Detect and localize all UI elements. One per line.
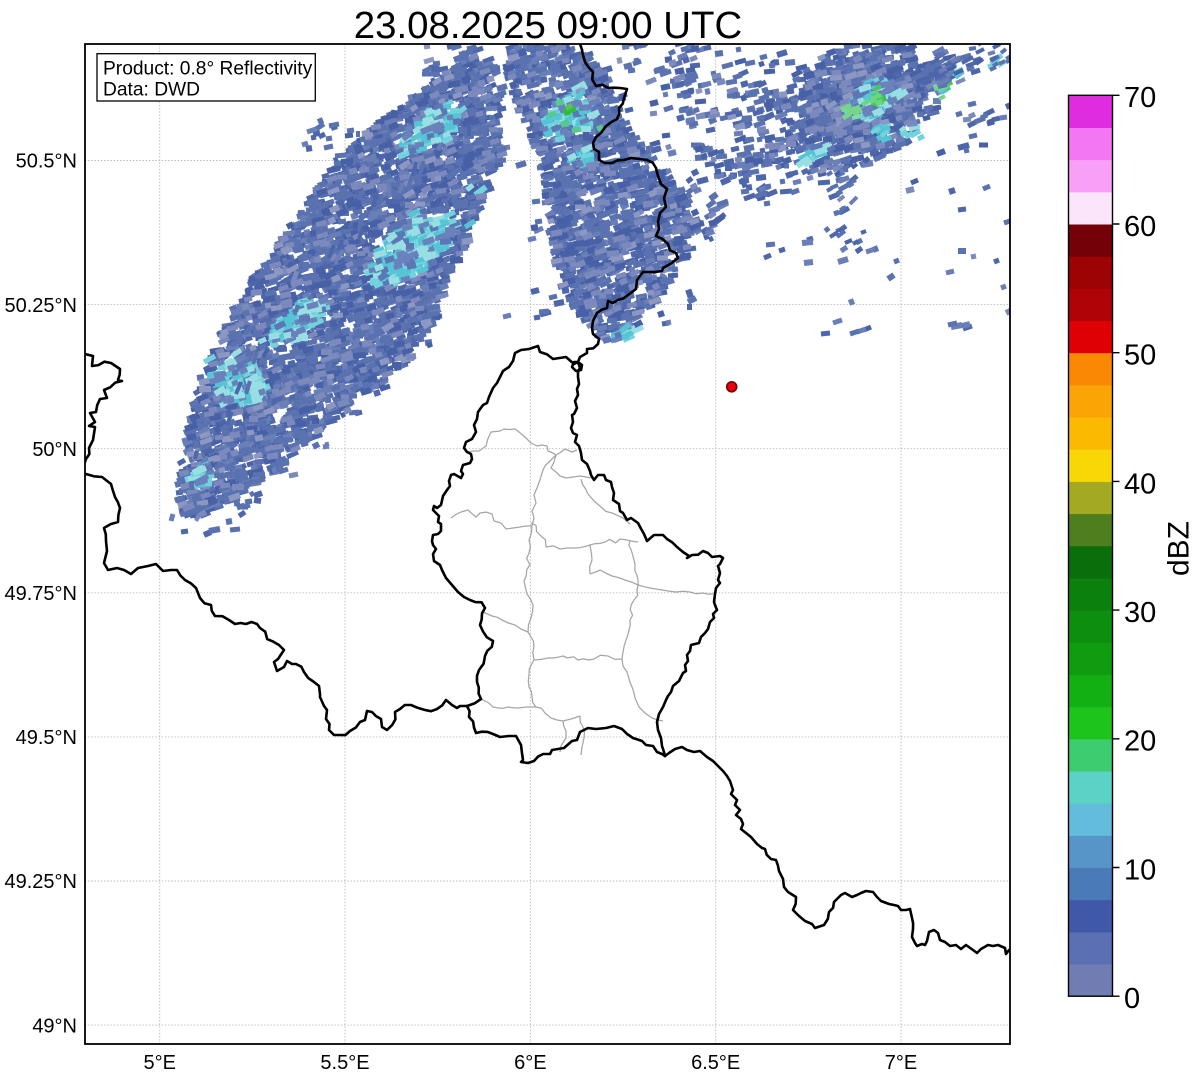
svg-text:Data: DWD: Data: DWD bbox=[103, 80, 200, 101]
svg-text:49°N: 49°N bbox=[32, 1015, 77, 1037]
svg-text:40: 40 bbox=[1124, 468, 1156, 500]
svg-text:49.75°N: 49.75°N bbox=[5, 583, 78, 605]
svg-text:49.5°N: 49.5°N bbox=[16, 727, 77, 749]
svg-text:6°E: 6°E bbox=[514, 1052, 546, 1074]
svg-text:23.08.2025 09:00 UTC: 23.08.2025 09:00 UTC bbox=[354, 4, 742, 47]
svg-text:50°N: 50°N bbox=[32, 439, 77, 461]
svg-text:30: 30 bbox=[1124, 597, 1156, 629]
svg-text:50.25°N: 50.25°N bbox=[5, 295, 78, 317]
svg-text:5°E: 5°E bbox=[143, 1052, 175, 1074]
svg-text:60: 60 bbox=[1124, 211, 1156, 243]
svg-text:dBZ: dBZ bbox=[1163, 521, 1196, 576]
svg-text:7°E: 7°E bbox=[885, 1052, 917, 1074]
svg-text:20: 20 bbox=[1124, 726, 1156, 758]
svg-text:10: 10 bbox=[1124, 854, 1156, 886]
svg-text:5.5°E: 5.5°E bbox=[320, 1052, 369, 1074]
svg-text:Product: 0.8° Reflectivity: Product: 0.8° Reflectivity bbox=[103, 59, 313, 80]
svg-text:0: 0 bbox=[1124, 983, 1140, 1015]
svg-text:50: 50 bbox=[1124, 340, 1156, 372]
svg-text:70: 70 bbox=[1124, 82, 1156, 114]
svg-text:50.5°N: 50.5°N bbox=[16, 151, 77, 173]
svg-text:49.25°N: 49.25°N bbox=[5, 871, 78, 893]
svg-text:6.5°E: 6.5°E bbox=[691, 1052, 740, 1074]
